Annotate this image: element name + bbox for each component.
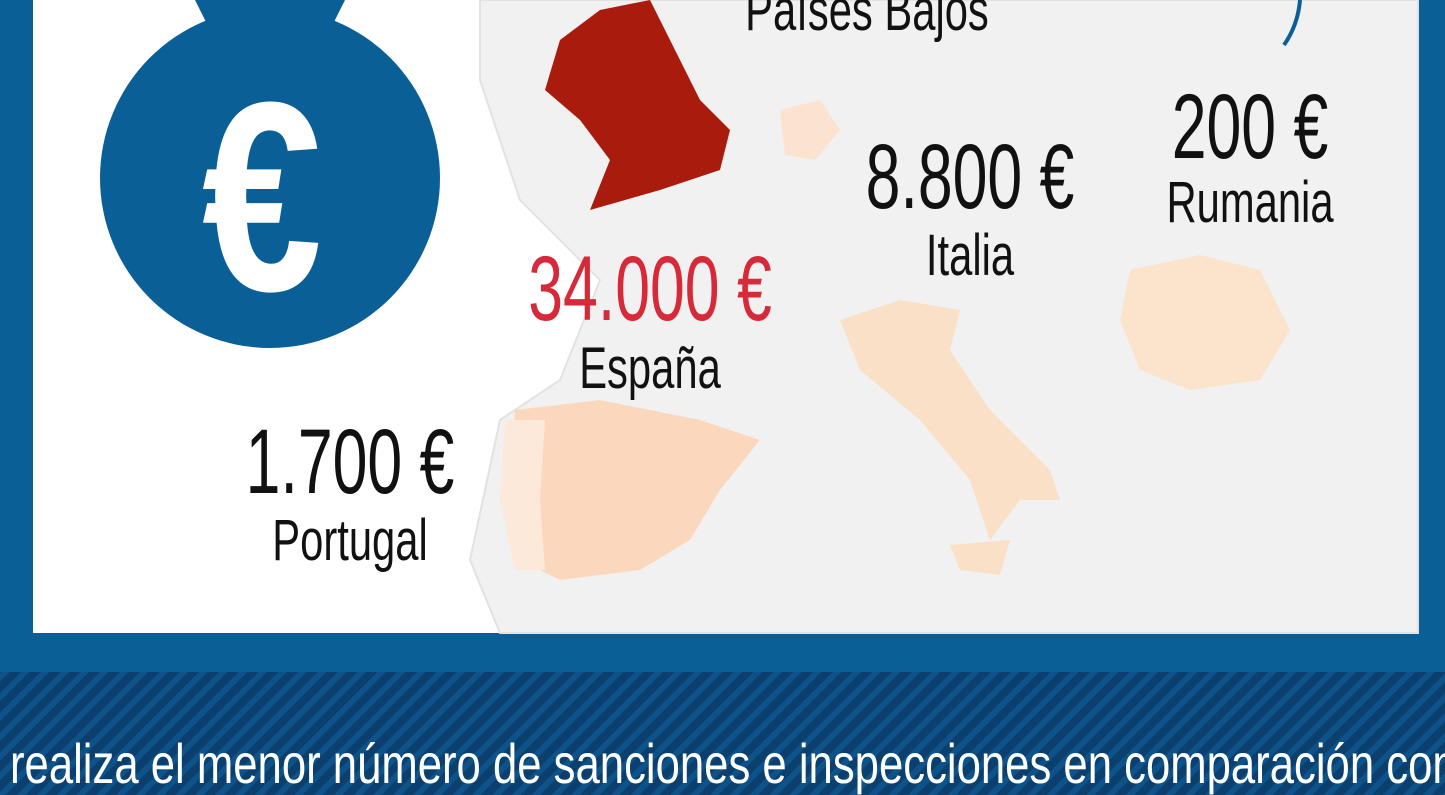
amount-label: 1.700 € xyxy=(246,410,455,513)
uk-shape xyxy=(545,0,730,210)
bag-body xyxy=(100,8,440,348)
country-group: Portugal xyxy=(272,507,427,572)
country-label: Países Bajos xyxy=(745,0,989,43)
amount-group: 8.800 € xyxy=(866,125,1075,228)
arc-decoration xyxy=(1282,0,1302,47)
amount-group: 1.700 € xyxy=(246,410,455,513)
netherlands-shape xyxy=(780,100,840,160)
amount-label: 34.000 € xyxy=(528,237,771,340)
map xyxy=(468,0,1419,634)
euro-symbol: € xyxy=(202,46,322,347)
amount-group: 200 € xyxy=(1172,75,1329,178)
amount-label: 8.800 € xyxy=(866,125,1075,228)
amount-group: 34.000 € xyxy=(528,237,771,340)
portugal-shape xyxy=(500,420,545,570)
country-label: España xyxy=(579,335,721,400)
country-group: Países Bajos xyxy=(745,0,989,43)
sicily-shape xyxy=(950,540,1010,575)
country-label: Italia xyxy=(926,222,1015,287)
italy-shape xyxy=(840,300,1060,540)
country-label: Rumania xyxy=(1166,169,1334,234)
footer-band xyxy=(0,672,1445,795)
amount-label: 200 € xyxy=(1172,75,1329,178)
labels: Países Bajos 200 €Rumania 8.800 €Italia 34.… xyxy=(246,0,1335,573)
country-label: Portugal xyxy=(272,507,427,572)
romania-shape xyxy=(1120,255,1290,390)
spain-shape xyxy=(510,400,760,580)
country-group: Rumania xyxy=(1166,169,1334,234)
money-bag-icon: € xyxy=(100,0,440,348)
country-group: Italia xyxy=(926,222,1015,287)
country-group: España xyxy=(579,335,721,400)
footer-text: realiza el menor número de sanciones e i… xyxy=(10,733,1445,795)
